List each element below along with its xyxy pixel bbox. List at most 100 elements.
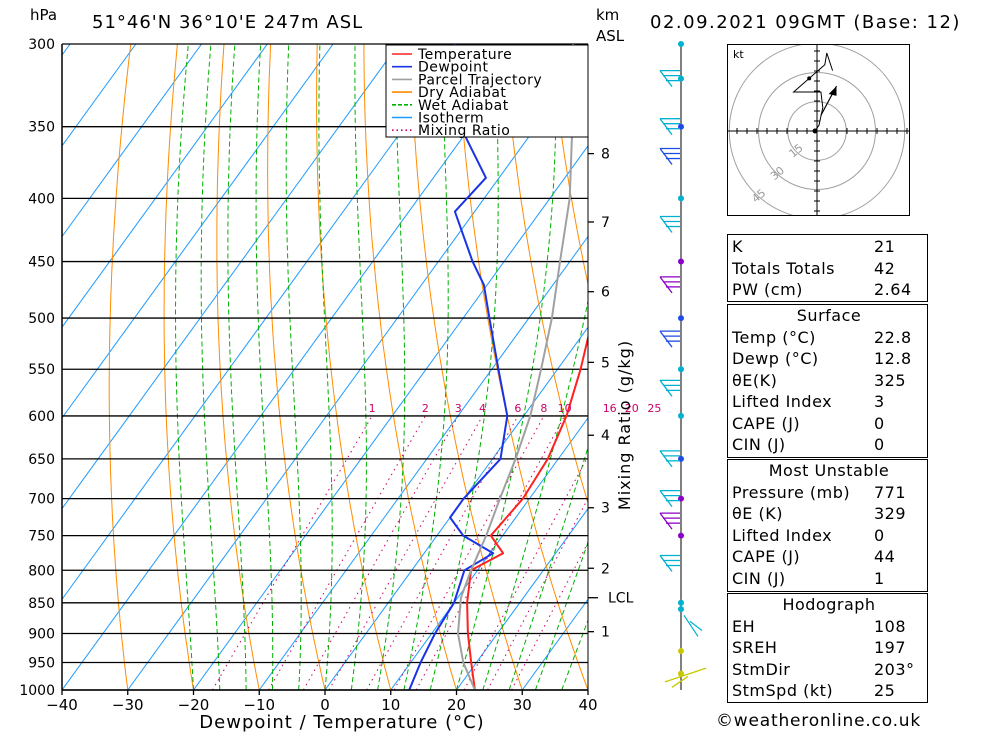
x-axis-title: Dewpoint / Temperature (°C) (199, 712, 484, 733)
most-unstable-title: Most Unstable (768, 461, 890, 481)
pressure-tick-label: 550 (28, 362, 55, 378)
hodograph-ring-label: 15 (787, 141, 806, 160)
mixing-ratio-label: 3 (455, 402, 462, 415)
pressure-tick-label: 900 (28, 626, 55, 642)
wind-barb (659, 118, 680, 136)
mixing-ratio-label: 1 (369, 402, 376, 415)
sreh-value: 197 (874, 638, 907, 658)
wet-adiabat (508, 445, 588, 690)
mixing-ratio-line (328, 415, 483, 690)
km-unit-label: km (596, 6, 620, 24)
wind-barb-staff (659, 512, 673, 530)
isotherm-line (456, 507, 588, 690)
wind-barb (659, 450, 680, 468)
mu-thetae-label: θE (K) (732, 504, 783, 524)
dry-adiabat (456, 44, 588, 690)
low-level-wind-barb (683, 614, 703, 637)
wet-adiabat (561, 619, 588, 690)
wind-level-dot (678, 648, 684, 655)
dry-adiabat (690, 44, 730, 690)
pw-value: 2.64 (874, 280, 912, 300)
legend-entry: Temperature (417, 47, 512, 63)
x-tick-label: −40 (46, 696, 78, 714)
mixing-ratio-label: 20 (625, 402, 639, 415)
skewt-chart: 1 2 3 4 6 8 10 16 20 2530035040045050055060065070… (19, 37, 730, 733)
surface-li-value: 3 (874, 392, 885, 412)
km-tick-label: 6 (601, 285, 610, 301)
hpa-unit-label: hPa (30, 6, 58, 24)
pressure-tick-label: 750 (28, 529, 55, 545)
eh-value: 108 (874, 616, 907, 636)
km-tick-label: 5 (601, 355, 610, 371)
surface-title: Surface (796, 306, 862, 326)
hodograph-title: Hodograph (782, 595, 876, 615)
mixing-ratio-label: 25 (647, 402, 661, 415)
surface-thetae-label: θE(K) (732, 370, 778, 390)
mu-thetae-value: 329 (874, 504, 907, 524)
legend-entry: Dry Adiabat (418, 85, 506, 101)
wind-barb-staff (659, 330, 673, 348)
hodograph-units-label: kt (733, 48, 744, 61)
wet-adiabat (318, 44, 333, 690)
dry-adiabat (216, 44, 260, 690)
surface-table: Surface Temp (°C) 22.8 Dewp (°C) 12.8 θE(K… (728, 305, 930, 456)
km-tick-label: 3 (601, 501, 610, 517)
mixing-ratio-label: 4 (479, 402, 486, 415)
wind-level-dot (678, 366, 684, 373)
mu-pressure-label: Pressure (mb) (732, 482, 851, 502)
wet-adiabat (175, 44, 194, 690)
wind-level-dot (678, 532, 684, 539)
pressure-tick-label: 650 (28, 452, 55, 468)
copyright-link[interactable]: ©weatheronline.co.uk (716, 711, 922, 731)
legend-entry: Isotherm (418, 111, 484, 127)
km-tick-label: 1 (601, 625, 610, 641)
mu-li-label: Lifted Index (732, 525, 833, 545)
pressure-tick-label: 800 (28, 563, 55, 579)
km-tick-label: 8 (601, 147, 610, 163)
surface-temp-value: 22.8 (874, 327, 912, 347)
mixing-ratio-line (366, 415, 519, 690)
dry-adiabat (316, 44, 392, 690)
eh-label: EH (732, 616, 756, 636)
wind-barb (659, 330, 680, 348)
legend-entry: Mixing Ratio (418, 123, 510, 139)
x-tick-label: −10 (243, 696, 275, 714)
axes (61, 44, 598, 695)
parcel-trajectory-line (457, 44, 575, 690)
mixing-ratio-label: 16 (603, 402, 617, 415)
wind-barb-staff (659, 450, 673, 468)
wet-adiabat (255, 44, 274, 690)
dry-adiabat (108, 44, 132, 690)
lcl-label: LCL (608, 591, 634, 607)
surface-thetae-value: 325 (874, 370, 907, 390)
wet-adiabat (350, 44, 367, 690)
wind-barb-flag (689, 620, 703, 631)
isotherm-line (62, 44, 334, 419)
dewpoint-line (408, 44, 509, 690)
wind-barb-staff (659, 380, 673, 397)
legend-entry: Wet Adiabat (418, 98, 509, 114)
legend-box (385, 44, 589, 138)
surface-wind-barb (664, 667, 707, 688)
axis-labels: 1 2 3 4 6 8 10 16 20 2530035040045050055060065070… (19, 37, 661, 733)
legend-entry: Dewpoint (418, 60, 489, 76)
wind-barb-staff (659, 148, 673, 165)
location-title: 51°46'N 36°10'E 247m ASL (92, 12, 364, 33)
hodograph-box: 15 30 45 kt (727, 44, 910, 216)
tt-label: Totals Totals (732, 258, 835, 278)
most-unstable-table: Most Unstable Pressure (mb) 771 θE (K) 329… (728, 460, 930, 589)
surface-temp-label: Temp (°C) (732, 327, 816, 347)
pressure-tick-label: 600 (28, 409, 55, 425)
wet-adiabat (285, 44, 302, 690)
pressure-tick-label: 450 (28, 255, 55, 271)
wind-level-dot (678, 258, 684, 265)
wind-barb (659, 215, 680, 233)
km-tick-label: 4 (601, 428, 610, 444)
mu-pressure-value: 771 (874, 482, 907, 502)
wind-barb (659, 512, 680, 530)
hodograph-start-point (812, 128, 818, 134)
pressure-tick-label: 850 (28, 596, 55, 612)
mu-li-value: 0 (874, 525, 885, 545)
surface-li-label: Lifted Index (732, 392, 833, 412)
